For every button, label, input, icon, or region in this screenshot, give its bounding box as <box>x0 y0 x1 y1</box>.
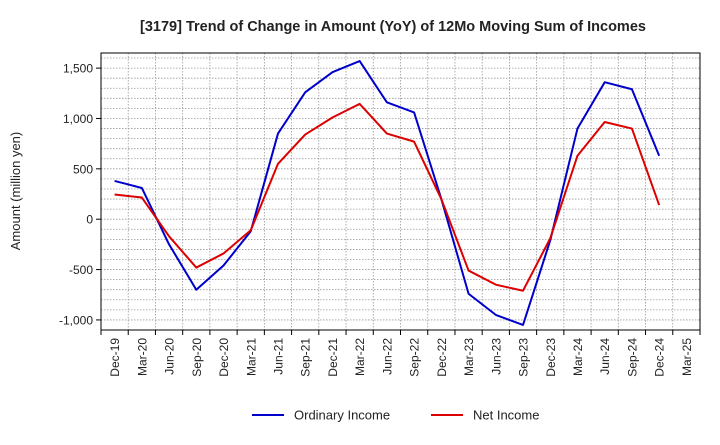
x-tick-label: Sep-22 <box>408 338 422 377</box>
y-tick-label: 1,000 <box>63 112 93 126</box>
y-axis-label: Amount (million yen) <box>8 132 23 251</box>
x-tick-label: Sep-21 <box>299 338 313 377</box>
x-tick-label: Jun-23 <box>489 338 503 375</box>
x-tick-label: Jun-22 <box>380 338 394 375</box>
y-tick-label: 500 <box>73 162 93 176</box>
x-tick-label: Dec-19 <box>108 338 122 377</box>
x-tick-label: Jun-21 <box>271 338 285 375</box>
y-axis: -1,000 -500 0 500 1,000 1,500 <box>59 62 101 327</box>
x-tick-label: Dec-24 <box>653 338 667 377</box>
y-tick-label: 1,500 <box>63 62 93 76</box>
series-line-ordinary-income <box>114 60 661 326</box>
y-tick-label: -500 <box>69 263 93 277</box>
y-tick-label: -1,000 <box>59 313 93 327</box>
x-tick-label: Jun-24 <box>598 338 612 375</box>
series-line-net-income <box>114 102 661 292</box>
x-tick-label: Sep-24 <box>625 338 639 377</box>
x-tick-label: Mar-24 <box>571 338 585 376</box>
x-tick-label: Dec-21 <box>326 338 340 377</box>
x-tick-label: Dec-20 <box>217 338 231 377</box>
y-tick-label: 0 <box>86 213 93 227</box>
x-tick-label: Mar-23 <box>462 338 476 376</box>
grid-layer <box>100 53 701 331</box>
x-tick-label: Jun-20 <box>163 338 177 375</box>
x-tick-label: Dec-23 <box>544 338 558 377</box>
series-layer <box>114 60 661 326</box>
x-tick-label: Mar-22 <box>353 338 367 376</box>
x-tick-label: Sep-23 <box>517 338 531 377</box>
x-axis: Dec-19 Mar-20 Jun-20 Sep-20 Dec-20 Mar-21 Jun-… <box>100 330 701 377</box>
x-tick-label: Sep-20 <box>190 338 204 377</box>
legend-label-ordinary-income: Ordinary Income <box>294 408 390 423</box>
x-tick-label: Mar-25 <box>680 338 694 376</box>
x-tick-label: Mar-21 <box>244 338 258 376</box>
legend-label-net-income: Net Income <box>473 408 539 423</box>
x-tick-label: Mar-20 <box>135 338 149 376</box>
legend: Ordinary Income Net Income <box>252 408 539 423</box>
x-tick-label: Dec-22 <box>435 338 449 377</box>
chart-title: [3179] Trend of Change in Amount (YoY) o… <box>140 19 646 35</box>
